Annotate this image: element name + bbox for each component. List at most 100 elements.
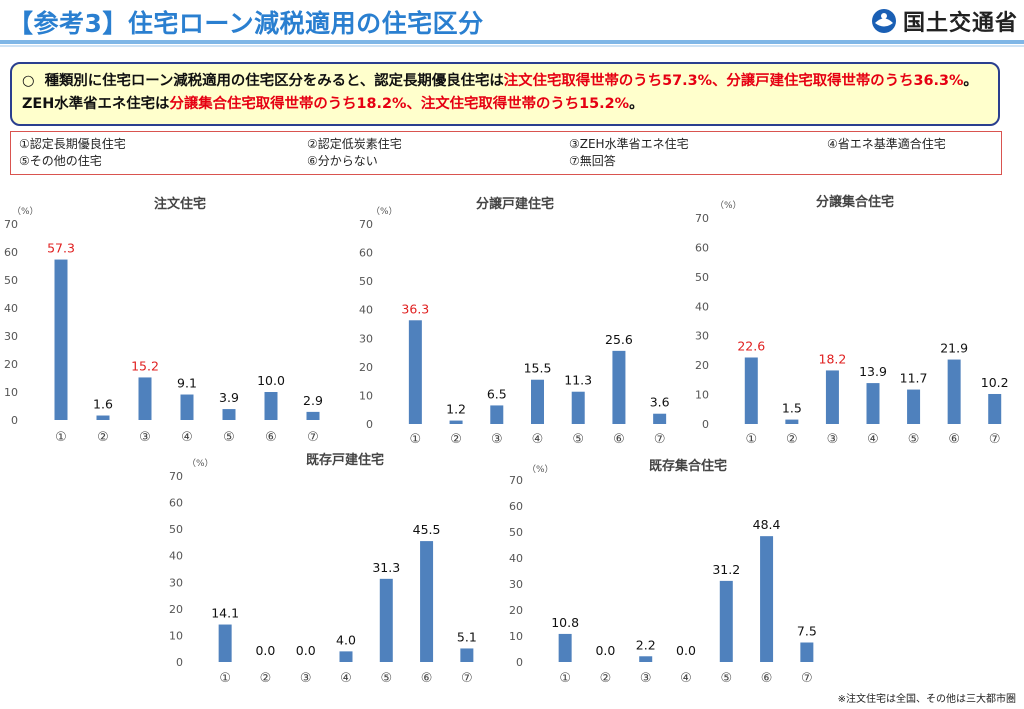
bar: [96, 415, 110, 420]
y-unit-label: （%）: [187, 458, 214, 469]
bar: [222, 409, 236, 420]
category-label: ①: [55, 430, 67, 445]
chart-svg: 既存戸建住宅 （%） 0 10 20 30 40 50 60 70 14.1 ① 0.0 ② 0.0 ③ 4.0…: [169, 452, 477, 686]
category-label: ⑦: [461, 671, 473, 686]
y-tick-label: 10: [509, 630, 523, 643]
chart-title: 分譲集合住宅: [816, 194, 894, 210]
chart-svg: 分譲集合住宅 （%） 0 10 20 30 40 50 60 70 22.6 ① 1.5 ② 18.2 ③ 13…: [695, 194, 1009, 447]
y-tick-label: 0: [366, 418, 373, 431]
y-tick-label: 40: [695, 300, 709, 313]
category-label: ②: [600, 671, 612, 686]
chart-title: 分譲戸建住宅: [476, 196, 554, 212]
category-label: ②: [97, 430, 109, 445]
data-label: 45.5: [413, 522, 441, 537]
data-label: 57.3: [47, 241, 75, 256]
y-tick-label: 0: [11, 414, 18, 427]
y-tick-label: 30: [169, 576, 183, 589]
bar: [558, 633, 572, 662]
bar: [138, 377, 152, 420]
category-label: ⑥: [421, 671, 433, 686]
chart-title: 既存戸建住宅: [306, 452, 384, 468]
chart-title: 既存集合住宅: [649, 458, 727, 474]
y-unit-label: （%）: [715, 200, 742, 211]
data-label: 7.5: [797, 624, 817, 639]
data-label: 13.9: [859, 364, 887, 379]
legend-item-1: ①認定長期優良住宅: [19, 137, 126, 151]
logo-text: 国土交通省: [902, 11, 1018, 36]
data-label: 1.2: [446, 402, 466, 417]
data-label: 3.9: [219, 390, 239, 405]
y-tick-label: 40: [169, 550, 183, 563]
data-label: 5.1: [457, 629, 477, 644]
bar: [180, 394, 194, 420]
data-label: 0.0: [296, 643, 316, 658]
y-tick-label: 20: [169, 603, 183, 616]
bar: [408, 320, 422, 424]
legend-item-3: ③ZEH水準省エネ住宅: [569, 137, 689, 151]
category-label: ⑥: [265, 430, 277, 445]
category-label: ④: [181, 430, 193, 445]
summary-seg-3: 分譲集合住宅取得世帯のうち18.2%、注文住宅取得世帯のうち15.2%: [169, 96, 630, 112]
title-divider: [0, 40, 1024, 44]
y-tick-label: 70: [359, 218, 373, 231]
data-label: 31.2: [712, 562, 740, 577]
legend-item-2: ②認定低炭素住宅: [307, 137, 402, 151]
summary-bullet: ○: [22, 73, 35, 89]
summary-seg-4: 。: [629, 96, 644, 112]
bar: [449, 420, 463, 424]
bar: [988, 393, 1002, 424]
y-tick-label: 10: [695, 389, 709, 402]
mlit-logo-icon: [871, 9, 896, 33]
data-label: 3.6: [650, 395, 670, 410]
data-label: 15.5: [524, 361, 552, 376]
category-legend: ①認定長期優良住宅 ②認定低炭素住宅 ③ZEH水準省エネ住宅 ④省エネ基準適合住…: [10, 131, 1002, 175]
bar: [571, 391, 585, 424]
page-title: 【参考3】住宅ローン減税適用の住宅区分: [8, 9, 484, 38]
category-label: ⑥: [948, 432, 960, 447]
data-label: 0.0: [255, 643, 275, 658]
data-label: 2.9: [303, 393, 323, 408]
y-tick-label: 40: [359, 304, 373, 317]
bar: [531, 379, 544, 424]
category-label: ⑥: [761, 671, 773, 686]
summary-seg-2: 。ZEH水準省エネ住宅は: [22, 73, 978, 112]
category-label: ⑤: [572, 432, 584, 447]
data-label: 9.1: [177, 376, 197, 391]
chart-existing-condominium: 既存集合住宅 （%） 0 10 20 30 40 50 60 70 10.8 ① 0.0 ② 2.2 ③ 0.0…: [505, 450, 845, 690]
y-tick-label: 0: [516, 656, 523, 669]
y-tick-label: 20: [359, 361, 373, 374]
y-tick-label: 50: [169, 523, 183, 536]
data-label: 10.2: [981, 375, 1009, 390]
y-unit-label: （%）: [527, 464, 554, 475]
y-tick-label: 50: [4, 274, 18, 287]
bar: [825, 370, 839, 424]
y-tick-label: 60: [695, 241, 709, 254]
data-label: 22.6: [737, 338, 765, 353]
summary-seg-1: 注文住宅取得世帯のうち57.3%、分譲戸建住宅取得世帯のうち36.3%: [503, 73, 964, 89]
bar: [264, 392, 278, 420]
title-bar: 【参考3】住宅ローン減税適用の住宅区分 国土交通省: [0, 0, 1024, 47]
footnote: ※注文住宅は全国、その他は三大都市圏: [837, 694, 1016, 705]
y-tick-label: 50: [359, 275, 373, 288]
bar: [639, 656, 653, 662]
legend-item-5: ⑤その他の住宅: [19, 154, 102, 168]
data-label: 48.4: [753, 517, 781, 532]
category-label: ②: [786, 432, 798, 447]
category-label: ⑥: [613, 432, 625, 447]
category-label: ①: [410, 432, 422, 447]
category-label: ①: [559, 671, 571, 686]
y-unit-label: （%）: [371, 206, 398, 217]
category-label: ④: [680, 671, 692, 686]
chart-existing-detached: 既存戸建住宅 （%） 0 10 20 30 40 50 60 70 14.1 ① 0.0 ② 0.0 ③ 4.0…: [165, 450, 505, 690]
category-label: ⑤: [380, 671, 392, 686]
chart-svg: 既存集合住宅 （%） 0 10 20 30 40 50 60 70 10.8 ① 0.0 ② 2.2 ③ 0.0…: [509, 458, 817, 686]
legend-item-7: ⑦無回答: [569, 154, 616, 168]
data-label: 21.9: [940, 341, 968, 356]
legend-item-6: ⑥分からない: [307, 154, 378, 168]
category-label: ④: [532, 432, 544, 447]
bar: [744, 357, 758, 424]
bar: [612, 350, 626, 424]
bar: [218, 624, 232, 662]
data-label: 6.5: [487, 386, 507, 401]
bar: [800, 642, 814, 662]
